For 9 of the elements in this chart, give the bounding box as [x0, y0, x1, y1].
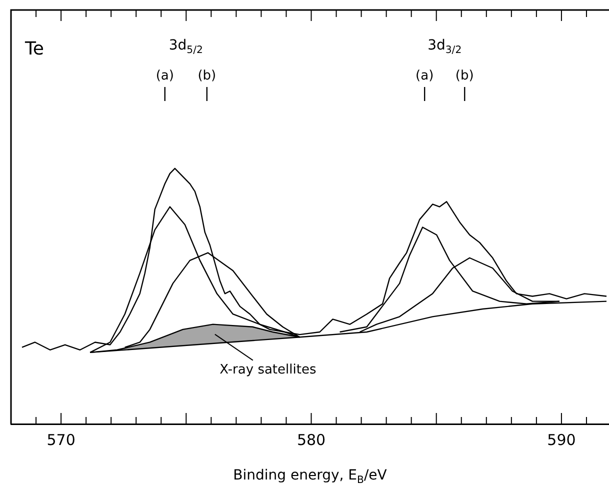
- x-tick-label: 580: [296, 430, 326, 449]
- x-tick-label: 590: [547, 430, 576, 449]
- x-tick-label: 570: [46, 430, 76, 449]
- ref-line-label: (b): [198, 68, 216, 84]
- ref-line-label: (a): [416, 68, 434, 84]
- legend-label: X-ray satellites: [220, 362, 316, 378]
- ref-line-label: (a): [156, 68, 174, 84]
- ref-line-label: (b): [455, 68, 474, 84]
- text: Te: [24, 38, 44, 60]
